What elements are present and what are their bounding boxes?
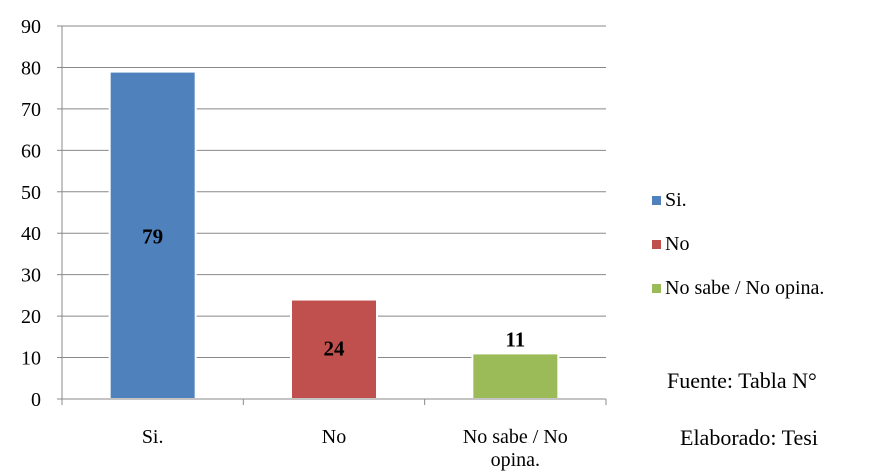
bar: [471, 352, 560, 400]
y-tick-label: 10: [21, 348, 41, 370]
author-note: Elaborado: Tesi: [680, 425, 818, 450]
x-tick-label: No: [322, 426, 346, 448]
legend-label-si: Si.: [665, 188, 687, 211]
y-tick-label: 40: [21, 223, 41, 245]
legend-swatch-no: [652, 239, 661, 249]
y-tick-label: 60: [21, 140, 41, 162]
legend-item-no: No: [652, 232, 824, 256]
x-tick-label: No sabe / No: [463, 426, 568, 448]
x-tick-label: Si.: [142, 426, 164, 448]
source-note: Fuente: Tabla N°: [667, 368, 817, 393]
y-tick-label: 20: [21, 306, 41, 328]
legend-item-no-sabe: No sabe / No opina.: [652, 276, 824, 300]
y-axis-ticks: 0 10 20 30 40 50 60 70 80 90: [21, 16, 41, 411]
data-label: 24: [324, 336, 346, 360]
legend-item-si: Si.: [652, 188, 824, 212]
legend-swatch-no-sabe: [652, 283, 661, 293]
bar-chart: 0 10 20 30 40 50 60 70 80 90 79 24 11 Si. No No sabe …: [21, 16, 607, 471]
y-tick-label: 30: [21, 265, 41, 287]
bar: [108, 70, 197, 400]
legend: Si. No No sabe / No opina.: [652, 188, 824, 320]
y-tick-label: 0: [31, 389, 41, 411]
data-labels: 79 24 11: [142, 224, 525, 360]
data-label: 79: [142, 224, 163, 248]
y-tick-label: 80: [21, 57, 41, 79]
legend-label-no-sabe: No sabe / No opina.: [665, 276, 825, 299]
y-tick-label: 90: [21, 16, 41, 38]
y-tick-label: 70: [21, 99, 41, 121]
legend-label-no: No: [665, 232, 690, 255]
bars: [108, 70, 560, 400]
y-tick-label: 50: [21, 182, 41, 204]
x-tick-label: opina.: [491, 449, 540, 471]
legend-swatch-si: [652, 195, 661, 205]
axes: [57, 25, 607, 405]
data-label: 11: [505, 327, 525, 351]
